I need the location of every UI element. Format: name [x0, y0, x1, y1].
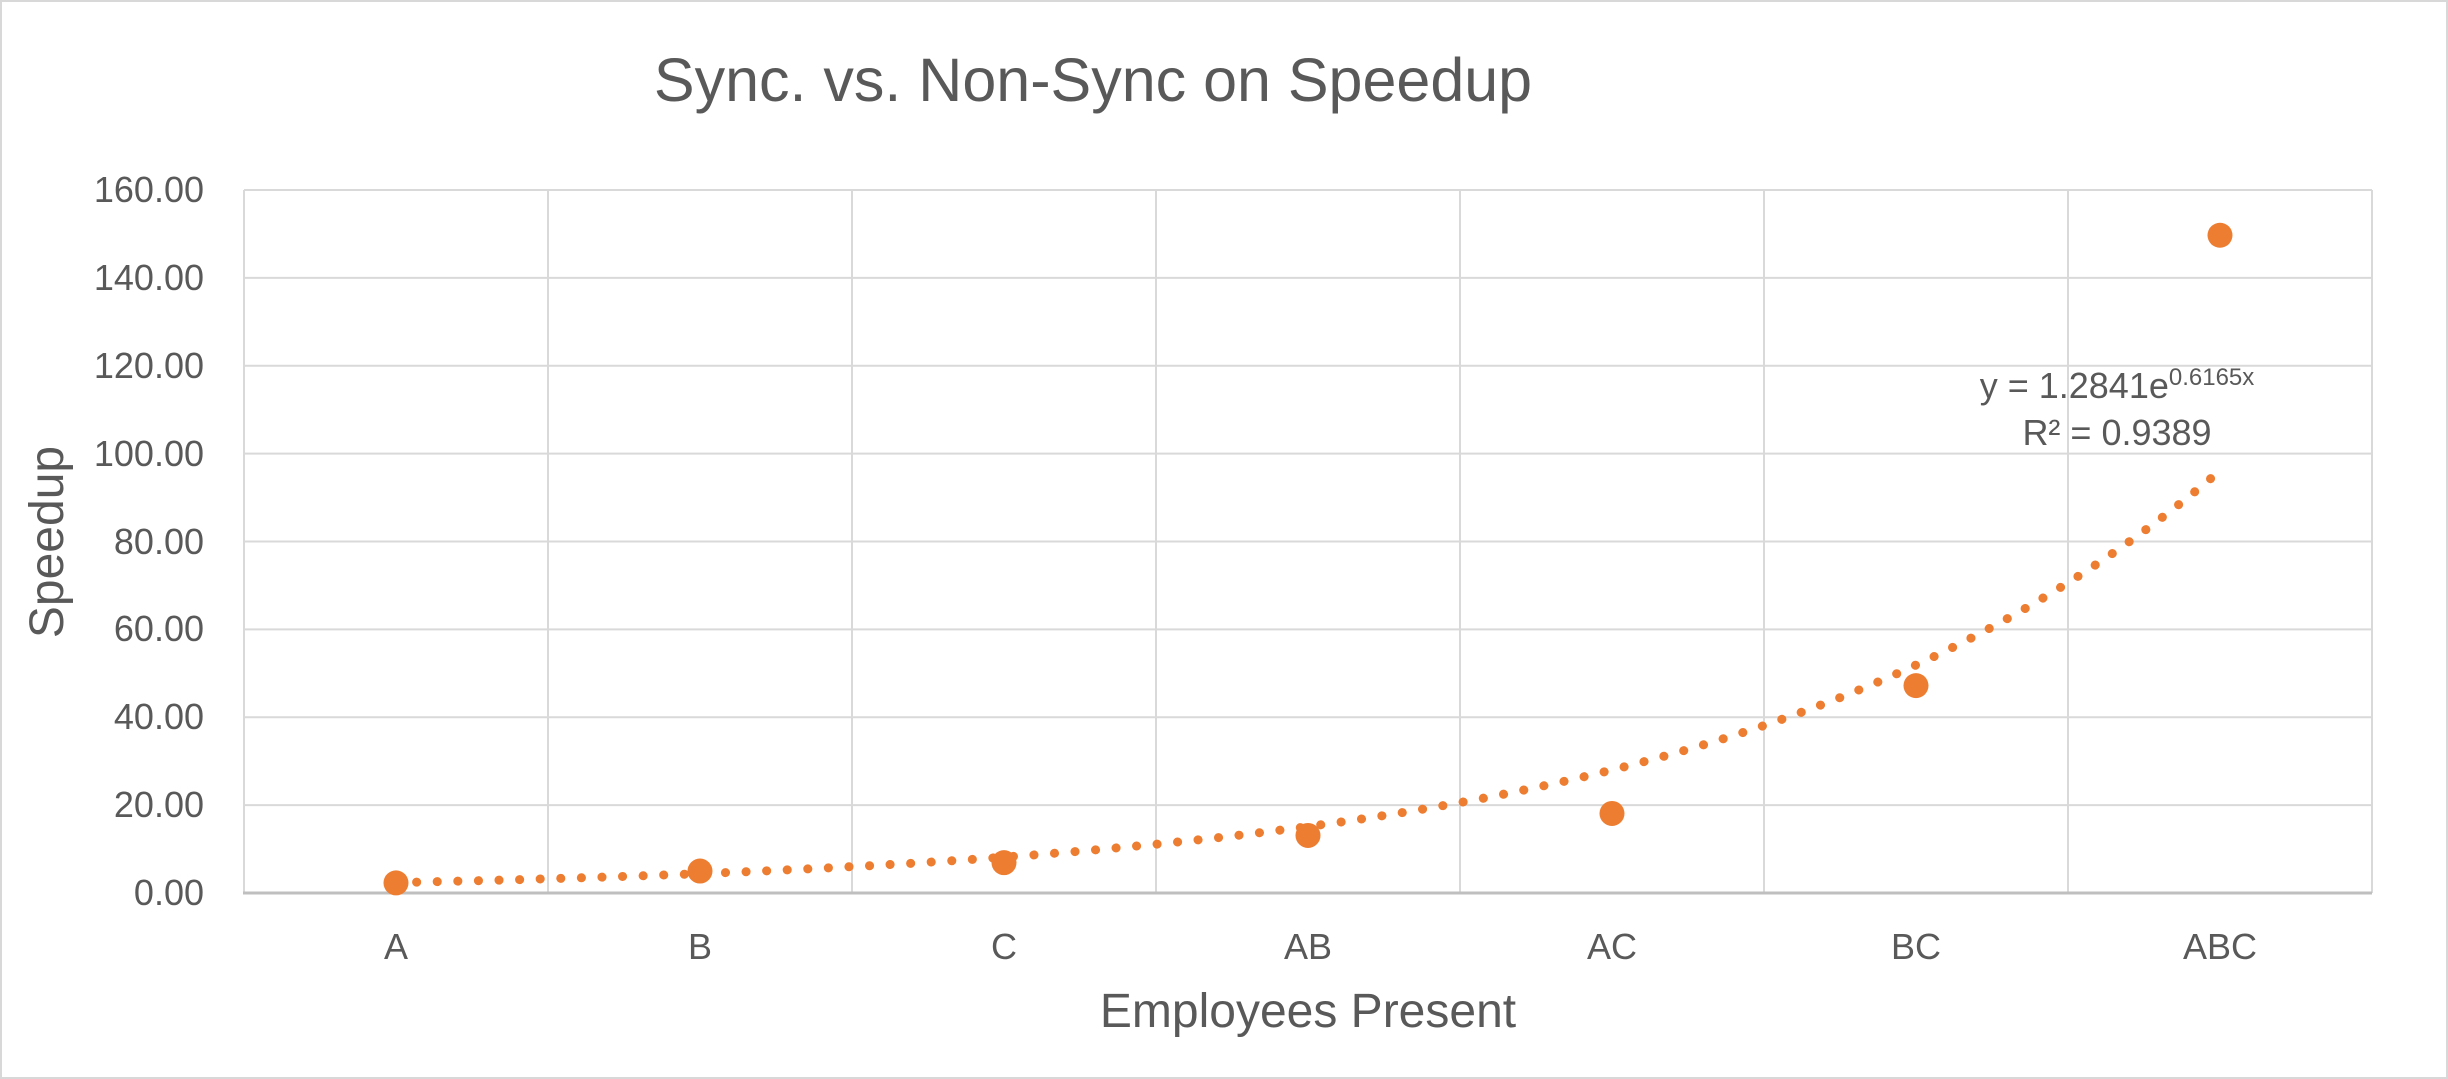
y-tick-label: 80.00 — [113, 520, 204, 562]
y-tick-label: 160.00 — [93, 169, 204, 210]
chart-title: Sync. vs. Non-Sync on Speedup — [653, 46, 1533, 114]
x-tick-label-C: C — [991, 926, 1017, 967]
y-tick-label: 120.00 — [93, 344, 204, 386]
trendline-equation-base: y = 1.2841e — [1979, 365, 2169, 406]
trendline-equation-exponent: 0.6165x — [2168, 364, 2255, 391]
x-tick-label-A: A — [383, 926, 408, 967]
x-axis-title: Employees Present — [1099, 985, 1517, 1038]
y-tick-label: 20.00 — [113, 784, 204, 826]
y-tick-label: 100.00 — [93, 432, 204, 474]
trendline-r-squared: R² = 0.9389 — [2022, 412, 2212, 453]
y-tick-label: 0.00 — [133, 872, 204, 913]
trendline-equation: y = 1.2841e0.6165x — [1882, 358, 2352, 406]
x-tick-label-B: B — [687, 926, 712, 967]
data-point-B — [687, 858, 713, 884]
trendline — [391, 466, 2225, 887]
data-point-AC — [1599, 800, 1625, 826]
x-tick-label-AB: AB — [1283, 926, 1333, 967]
x-tick-label-ABC: ABC — [2182, 926, 2258, 967]
x-tick-label-AC: AC — [1586, 926, 1637, 967]
y-tick-label: 60.00 — [113, 608, 204, 650]
y-tick-label: 40.00 — [113, 696, 204, 738]
trendline-label: y = 1.2841e0.6165x R² = 0.9389 — [1882, 358, 2352, 453]
data-point-A — [383, 870, 409, 896]
y-tick-label: 140.00 — [93, 256, 204, 298]
data-point-BC — [1903, 673, 1929, 699]
data-point-ABC — [2207, 222, 2233, 248]
x-tick-label-BC: BC — [1890, 926, 1941, 967]
data-point-AB — [1295, 822, 1321, 848]
data-point-C — [991, 850, 1017, 876]
